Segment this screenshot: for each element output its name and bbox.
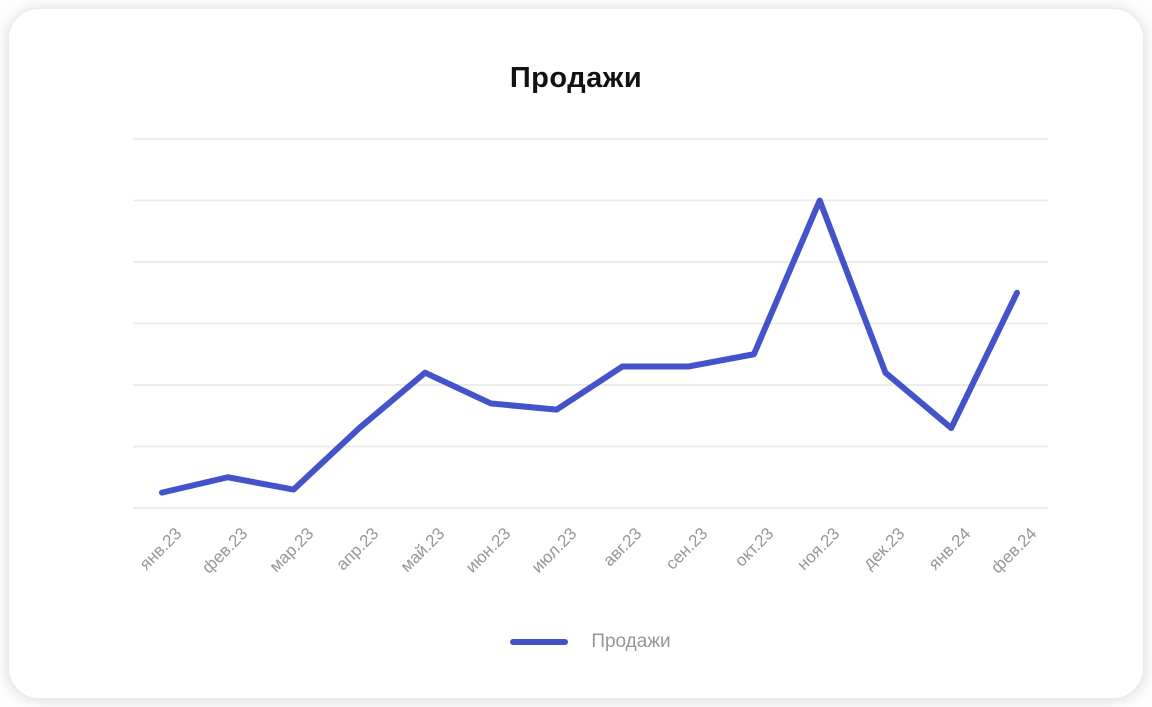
x-axis-label: май.23 [396, 524, 449, 576]
legend-label: Продажи [591, 631, 671, 652]
x-axis-label: янв.23 [135, 524, 186, 574]
chart-plot [133, 138, 1048, 509]
x-axis-label: июл.23 [527, 524, 581, 577]
x-axis-label: окт.23 [730, 524, 778, 571]
legend-item-sales[interactable]: Продажи [510, 631, 671, 653]
x-axis-label: янв.24 [924, 524, 975, 574]
chart-legend: Продажи [133, 631, 1048, 653]
sales-line-series [159, 197, 1020, 496]
x-axis-label: авг.23 [599, 524, 646, 571]
x-axis-label: фев.24 [987, 524, 1041, 578]
chart-title: Продажи [509, 62, 643, 94]
chart-card: Продажи янв.23 фев.23 мар.23 апр.23 май.23 ию… [9, 9, 1143, 698]
x-axis-label: фев.23 [198, 524, 252, 578]
x-axis-label: сен.23 [662, 524, 712, 574]
x-axis-label: апр.23 [332, 524, 383, 575]
legend-line-swatch [510, 639, 569, 645]
x-axis-label: ноя.23 [793, 524, 844, 574]
x-axis-labels: янв.23 фев.23 мар.23 апр.23 май.23 июн.23 июл.… [133, 508, 1048, 618]
x-axis-label: мар.23 [265, 524, 317, 576]
x-axis-label: дек.23 [859, 524, 909, 574]
x-axis-label: июн.23 [461, 524, 515, 577]
